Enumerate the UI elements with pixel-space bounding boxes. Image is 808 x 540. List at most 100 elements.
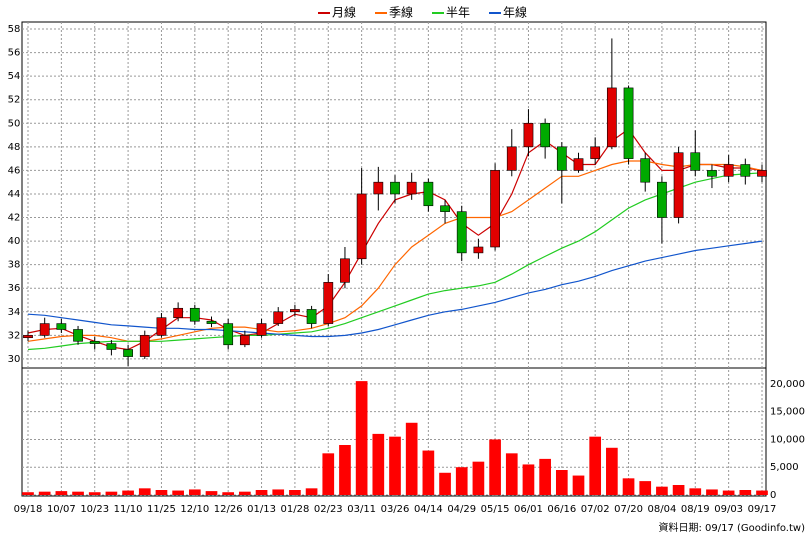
x-tick-label: 06/16 xyxy=(547,504,576,515)
candle-body xyxy=(23,335,33,339)
volume-bar xyxy=(656,486,668,495)
x-tick-label: 07/02 xyxy=(581,504,610,515)
volume-bar xyxy=(255,490,268,495)
candle-body xyxy=(139,335,150,357)
candle-body xyxy=(490,170,500,248)
volume-bar xyxy=(639,481,652,495)
volume-bar xyxy=(55,491,68,495)
y2-tick-label: 20,000 xyxy=(770,379,805,390)
x-tick-label: 09/18 xyxy=(14,504,43,515)
candle-body xyxy=(406,181,417,195)
candle-body xyxy=(106,343,117,350)
volume-bar xyxy=(522,464,535,495)
volume-bar xyxy=(105,491,118,495)
candle-body xyxy=(73,329,83,342)
volume-bar xyxy=(622,478,635,495)
volume-bar xyxy=(539,458,551,495)
x-tick-label: 09/03 xyxy=(714,504,743,515)
candle-body xyxy=(206,320,217,324)
volume-bar xyxy=(22,492,34,495)
candle-body xyxy=(323,282,334,324)
candle-body xyxy=(223,323,234,346)
candle-body xyxy=(690,152,701,171)
candle-body xyxy=(623,87,634,159)
volume-bar xyxy=(606,447,618,495)
candle-body xyxy=(423,181,434,207)
x-tick-label: 06/01 xyxy=(514,504,543,515)
candle-body xyxy=(56,323,67,330)
candle-body xyxy=(89,340,100,344)
volume-bar xyxy=(405,422,418,495)
x-tick-label: 04/14 xyxy=(414,504,443,515)
x-tick-label: 11/10 xyxy=(114,504,143,515)
volume-bar xyxy=(472,461,485,495)
volume-bar xyxy=(239,491,251,495)
volume-bar xyxy=(155,490,168,495)
volume-bar xyxy=(689,488,702,495)
volume-bar xyxy=(38,491,51,495)
y-tick-label: 42 xyxy=(8,213,21,224)
x-tick-label: 01/13 xyxy=(247,504,276,515)
x-tick-label: 10/23 xyxy=(80,504,109,515)
candle-body xyxy=(239,335,250,346)
y-tick-label: 32 xyxy=(8,330,21,341)
candle-body xyxy=(39,323,50,336)
volume-bar xyxy=(322,453,335,495)
candle-body xyxy=(306,309,317,324)
volume-bar xyxy=(706,489,718,495)
candle-body xyxy=(189,307,200,322)
x-tick-label: 08/19 xyxy=(681,504,710,515)
y2-tick-label: 0 xyxy=(770,490,776,501)
volume-bar xyxy=(122,490,134,495)
candle-body xyxy=(707,170,717,177)
volume-bar xyxy=(439,472,451,495)
volume-bar xyxy=(505,453,518,495)
y-tick-label: 54 xyxy=(8,71,21,82)
candle-body xyxy=(173,307,184,318)
candle-body xyxy=(123,349,133,357)
volume-bar xyxy=(138,488,151,495)
candle-body xyxy=(556,146,567,171)
y-tick-label: 56 xyxy=(8,48,21,59)
volume-bar xyxy=(672,485,685,495)
y-tick-label: 58 xyxy=(8,24,21,35)
candle-body xyxy=(723,164,734,177)
volume-bar xyxy=(572,475,585,495)
x-tick-label: 12/10 xyxy=(180,504,209,515)
y-tick-label: 40 xyxy=(8,236,21,247)
candle-body xyxy=(657,181,667,218)
candle-body xyxy=(540,122,551,148)
x-tick-label: 04/29 xyxy=(447,504,476,515)
volume-bar xyxy=(422,450,435,495)
candle-body xyxy=(523,122,534,148)
y2-tick-label: 5,000 xyxy=(770,462,799,473)
candle-body xyxy=(740,164,751,177)
candle-body xyxy=(456,211,467,254)
candle-body xyxy=(290,309,300,313)
y-tick-label: 48 xyxy=(8,142,21,153)
volume-bar xyxy=(289,490,301,495)
x-tick-label: 02/23 xyxy=(314,504,343,515)
candle-body xyxy=(757,170,767,177)
x-tick-label: 08/04 xyxy=(647,504,676,515)
legend-label: 月線 xyxy=(332,5,356,20)
candle-body xyxy=(640,158,651,183)
legend-label: 季線 xyxy=(389,5,413,20)
ma-line xyxy=(27,240,763,338)
volume-bar xyxy=(756,490,768,495)
volume-bar xyxy=(222,492,235,495)
volume-bar xyxy=(455,467,468,495)
x-tick-label: 03/26 xyxy=(381,504,410,515)
x-tick-label: 01/28 xyxy=(280,504,309,515)
legend-label: 年線 xyxy=(503,5,527,20)
volume-bar xyxy=(272,489,285,495)
candle-body xyxy=(256,323,267,336)
candle-body xyxy=(440,205,450,212)
volume-bar xyxy=(172,490,184,495)
volume-bar xyxy=(72,491,84,495)
ma-line xyxy=(27,160,763,342)
volume-bar xyxy=(489,439,501,495)
x-tick-label: 03/11 xyxy=(347,504,376,515)
y-tick-label: 44 xyxy=(8,189,21,200)
y-tick-label: 46 xyxy=(8,165,21,176)
